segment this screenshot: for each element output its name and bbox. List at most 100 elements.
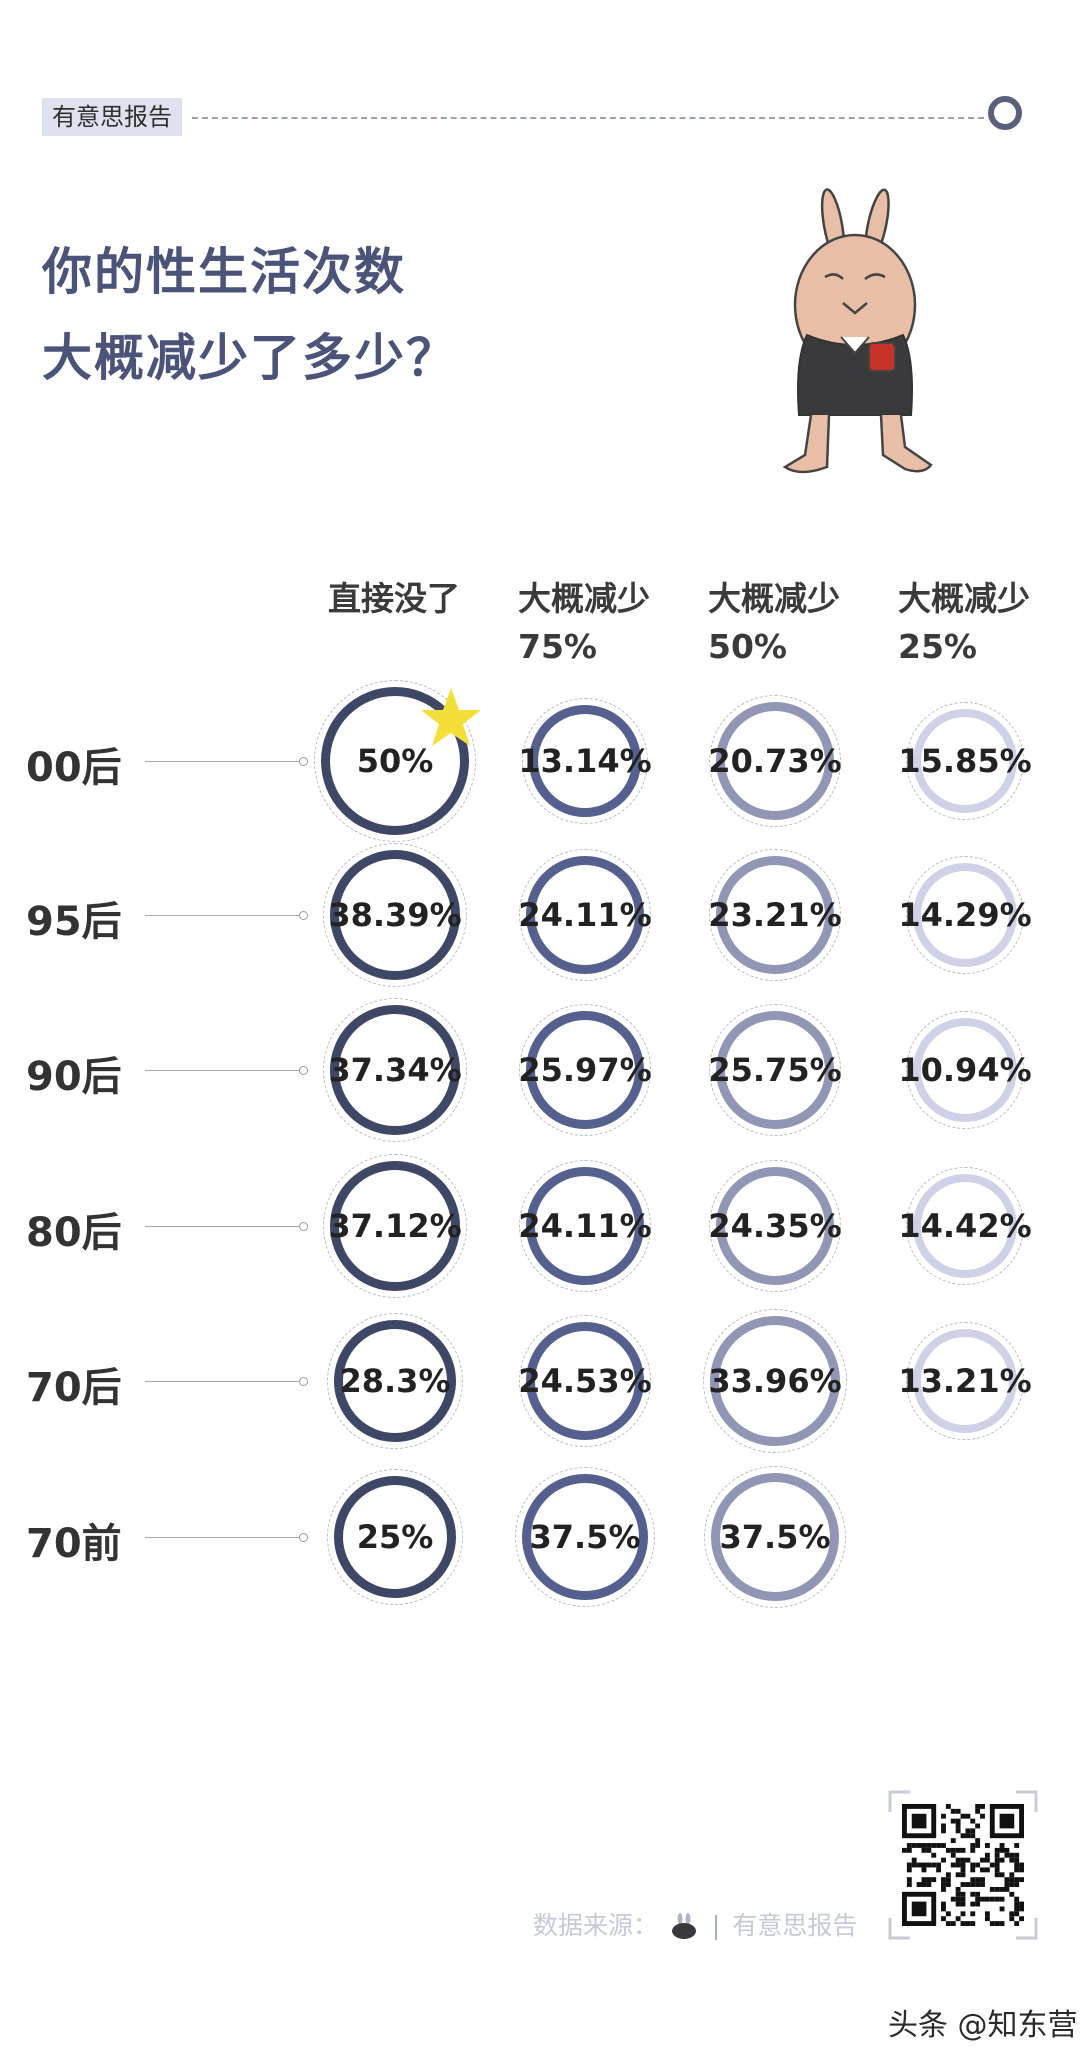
circle-halo [906,1322,1024,1440]
percentage-value: 25% [356,1518,434,1556]
rabbit-logo-icon [671,1913,696,1939]
percentage-circle [716,856,834,974]
row-leader-dot [299,1533,308,1542]
circle-halo [709,1004,841,1136]
source-name: 有意思报告 [732,1911,858,1940]
percentage-circle [330,850,460,980]
row-label: 70后 [26,1365,122,1411]
circle-halo [906,856,1024,974]
percentage-value: 25.97% [518,1051,652,1089]
row-label: 95后 [26,899,122,945]
percentage-value: 15.85% [898,742,1032,780]
percentage-value: 37.5% [719,1518,831,1556]
circle-halo [709,849,841,981]
qr-code-icon [902,1804,1024,1926]
column-header-line1: 大概减少 [518,579,650,618]
circle-halo [704,1466,846,1608]
percentage-value: 24.35% [708,1207,842,1245]
percentage-circle [716,702,834,820]
percentage-value: 20.73% [708,742,842,780]
circle-halo [519,849,651,981]
circle-halo [709,1160,841,1292]
circle-halo [515,1467,655,1607]
column-header-line2: 75% [518,627,597,666]
row-leader-line [145,1226,303,1227]
row-leader-dot [299,1066,308,1075]
source-label: 数据来源： [533,1911,659,1940]
header-ring-icon [988,96,1022,130]
percentage-circle [529,705,641,817]
percentage-value: 13.21% [898,1362,1032,1400]
percentage-value: 10.94% [898,1051,1032,1089]
percentage-value: 14.29% [898,896,1032,934]
row-label: 00后 [26,745,122,791]
percentage-value: 24.53% [518,1362,652,1400]
percentage-circle [526,1167,644,1285]
watermark: 头条 @知东营 [888,2008,1078,2043]
percentage-value: 37.5% [529,1518,641,1556]
row-leader-line [145,1537,303,1538]
row-label: 90后 [26,1054,122,1100]
circle-halo [323,843,467,987]
circle-halo [314,680,476,842]
percentage-circle [716,1011,834,1129]
column-header-1: 直接没了 [328,575,498,623]
source-separator: | [711,1911,721,1940]
circle-halo [323,998,467,1142]
column-header-4: 大概减少 25% [898,575,1068,671]
circle-halo [327,1469,463,1605]
percentage-value: 23.21% [708,896,842,934]
header-dashed-line [192,117,984,119]
percentage-circle [710,1316,840,1446]
percentage-circle [913,863,1017,967]
percentage-circle [321,687,469,835]
column-header-2: 大概减少 75% [518,575,688,671]
percentage-circle [716,1167,834,1285]
percentage-value: 25.75% [708,1051,842,1089]
circle-halo [519,1160,651,1292]
column-header-line2: 25% [898,627,977,666]
percentage-circle [334,1320,456,1442]
percentage-value: 14.42% [898,1207,1032,1245]
page-title-line1: 你的性生活次数 [42,243,406,301]
circle-halo [906,1011,1024,1129]
column-header-line1: 大概减少 [708,579,840,618]
percentage-circle [711,1473,839,1601]
row-leader-line [145,1381,303,1382]
row-leader-line [145,915,303,916]
circle-halo [522,698,648,824]
row-leader-dot [299,757,308,766]
percentage-circle [334,1476,456,1598]
circle-halo [327,1313,463,1449]
column-header-3: 大概减少 50% [708,575,878,671]
percentage-circle [522,1474,648,1600]
star-icon [421,688,481,746]
column-header-line1: 大概减少 [898,579,1030,618]
percentage-circle [913,1329,1017,1433]
percentage-value: 24.11% [518,1207,652,1245]
column-header-line2: 50% [708,627,787,666]
row-leader-dot [299,911,308,920]
circle-halo [519,1004,651,1136]
percentage-value: 33.96% [708,1362,842,1400]
page-title-line2: 大概减少了多少？ [42,329,458,387]
row-leader-dot [299,1222,308,1231]
percentage-circle [913,709,1017,813]
row-leader-line [145,1070,303,1071]
circle-halo [323,1154,467,1298]
percentage-circle [526,1322,644,1440]
row-leader-dot [299,1377,308,1386]
circle-halo [906,702,1024,820]
percentage-value: 37.34% [328,1051,462,1089]
circle-halo [703,1309,847,1453]
brand-tag: 有意思报告 [42,98,182,136]
percentage-value: 24.11% [518,896,652,934]
percentage-value: 38.39% [328,896,462,934]
percentage-circle [330,1005,460,1135]
circle-halo [519,1315,651,1447]
row-label: 70前 [26,1521,122,1567]
qr-frame-icon [888,1790,1038,1940]
percentage-circle [913,1018,1017,1122]
circle-halo [906,1167,1024,1285]
rabbit-mascot-icon [782,188,933,474]
